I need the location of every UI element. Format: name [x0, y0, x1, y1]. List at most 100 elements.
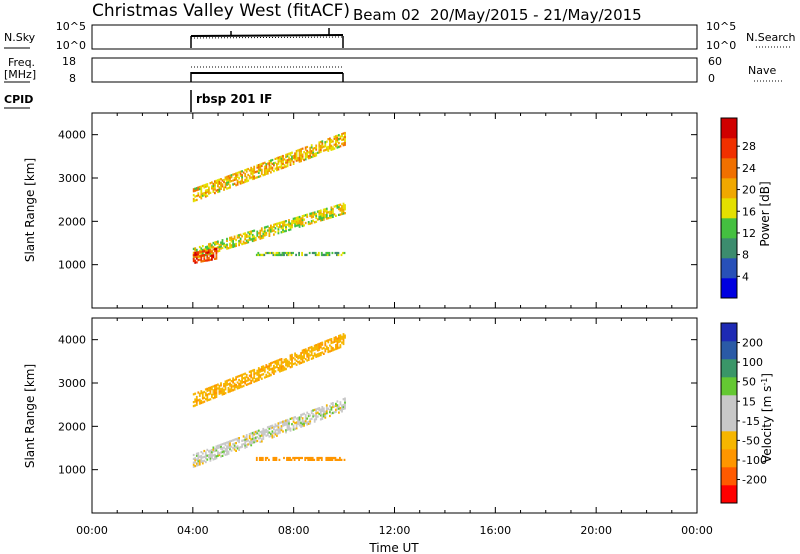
data-cell	[215, 445, 218, 448]
data-cell	[201, 192, 204, 195]
data-cell	[241, 443, 243, 446]
data-cell	[283, 456, 285, 460]
data-cell	[204, 259, 207, 262]
data-cell	[289, 159, 292, 163]
data-cell	[306, 149, 309, 153]
data-cell	[329, 350, 331, 353]
data-cell	[250, 376, 253, 379]
data-cell	[322, 208, 325, 211]
data-cell	[292, 357, 295, 360]
data-cell	[253, 175, 256, 178]
data-cell	[324, 143, 327, 146]
data-cell	[288, 223, 290, 226]
data-cell	[257, 367, 260, 370]
data-cell	[233, 178, 236, 181]
data-cell	[297, 222, 299, 225]
data-cell	[312, 153, 315, 156]
data-cell	[344, 204, 346, 207]
data-cell	[335, 336, 337, 339]
data-cell	[208, 186, 210, 189]
data-cell	[324, 340, 327, 343]
data-cell	[200, 195, 203, 198]
data-cell	[288, 228, 290, 232]
data-cell	[266, 375, 269, 378]
data-cell	[257, 433, 260, 436]
data-cell	[239, 237, 242, 240]
data-cell	[319, 352, 322, 355]
data-cell	[332, 209, 334, 213]
data-cell	[310, 222, 313, 225]
data-cell	[241, 377, 243, 380]
data-cell	[220, 185, 222, 189]
data-cell	[336, 138, 339, 141]
data-cell	[313, 154, 316, 158]
data-cell	[266, 170, 269, 173]
data-cell	[227, 390, 230, 394]
data-cell	[257, 376, 260, 380]
data-cell	[315, 152, 318, 155]
data-cell	[321, 413, 324, 416]
data-cell	[211, 246, 213, 249]
data-cell	[289, 226, 292, 229]
data-cell	[344, 135, 346, 139]
data-cell	[209, 388, 212, 391]
data-cell	[333, 147, 336, 150]
data-cell	[342, 398, 345, 401]
data-cell	[233, 446, 236, 449]
data-cell	[280, 225, 283, 228]
data-cell	[327, 339, 330, 342]
data-cell	[322, 149, 325, 152]
data-cell	[218, 249, 221, 252]
data-cell	[329, 212, 331, 215]
data-cell	[206, 245, 209, 248]
data-cell	[273, 225, 275, 228]
data-cell	[277, 230, 280, 233]
data-cell	[274, 366, 277, 369]
data-cell	[319, 342, 322, 345]
data-cell	[304, 358, 307, 361]
data-cell	[273, 431, 275, 434]
data-cell	[292, 251, 294, 255]
data-cell	[194, 465, 197, 468]
data-cell	[209, 459, 212, 462]
data-cell	[292, 362, 295, 366]
data-cell	[280, 365, 283, 368]
data-cell	[265, 373, 268, 377]
data-cell	[294, 152, 296, 155]
data-cell	[265, 231, 268, 234]
data-cell	[230, 246, 233, 249]
data-cell	[316, 411, 319, 414]
data-cell	[268, 368, 271, 371]
data-cell	[300, 354, 302, 357]
data-cell	[303, 151, 305, 154]
data-cell	[289, 417, 292, 420]
data-cell	[330, 212, 333, 215]
data-cell	[221, 450, 224, 454]
data-cell	[324, 210, 327, 213]
data-cell	[289, 358, 292, 361]
data-cell	[312, 409, 315, 412]
colorbar-segment	[721, 323, 737, 342]
data-cell	[317, 253, 320, 257]
data-cell	[344, 334, 346, 337]
data-cell	[316, 355, 319, 358]
x-axis-title: Time UT	[368, 541, 419, 554]
data-cell	[276, 224, 278, 227]
data-cell	[321, 144, 324, 147]
data-cell	[310, 409, 313, 413]
data-cell	[288, 360, 290, 363]
data-cell	[257, 378, 260, 381]
data-cell	[211, 452, 213, 456]
data-cell	[192, 465, 195, 468]
data-cell	[329, 344, 331, 347]
data-cell	[259, 175, 262, 178]
data-cell	[212, 393, 215, 396]
data-cell	[295, 359, 298, 362]
data-cell	[332, 402, 334, 405]
data-cell	[286, 251, 288, 255]
data-cell	[342, 202, 345, 205]
data-cell	[274, 157, 277, 160]
data-cell	[259, 229, 262, 232]
